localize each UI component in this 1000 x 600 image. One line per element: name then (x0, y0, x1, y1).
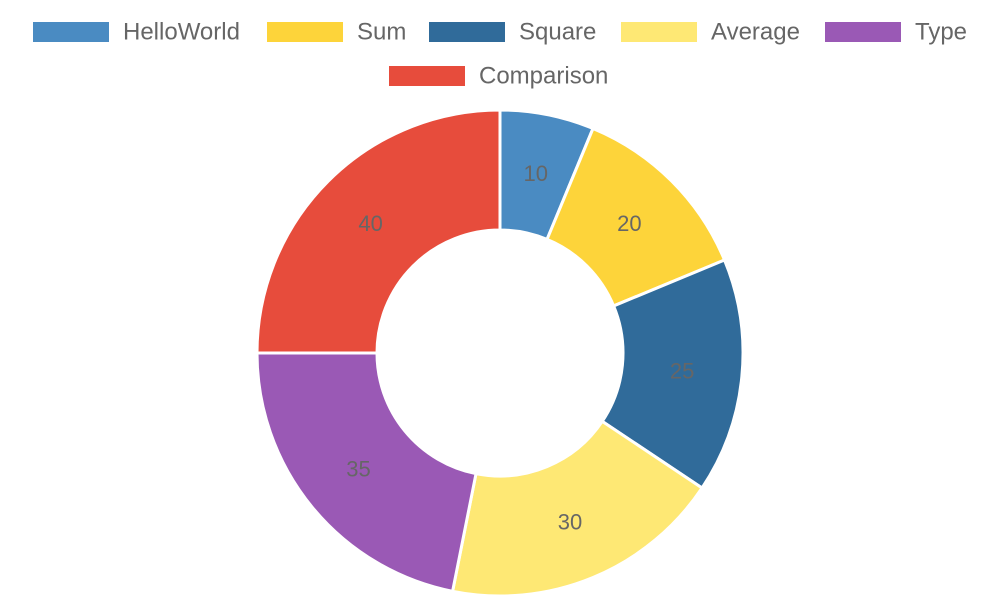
legend-swatch-helloworld (33, 22, 109, 42)
data-label-average: 30 (558, 510, 582, 535)
slice-type[interactable] (255, 351, 478, 593)
legend-label-type: Type (915, 19, 967, 46)
data-label-sum: 20 (617, 211, 641, 236)
data-label-comparison: 40 (358, 211, 382, 236)
legend: HelloWorld Sum Square Average Type Comparison (33, 19, 967, 90)
data-label-square: 25 (670, 358, 694, 383)
slice-average[interactable] (451, 419, 704, 598)
legend-label-square: Square (519, 19, 596, 46)
legend-swatch-sum (267, 22, 343, 42)
legend-swatch-average (621, 22, 697, 42)
legend-item-helloworld[interactable]: HelloWorld (33, 19, 240, 46)
legend-label-helloworld: HelloWorld (123, 19, 240, 46)
slices (255, 108, 745, 598)
legend-label-comparison: Comparison (479, 63, 608, 90)
data-labels: 10 20 25 30 35 40 (346, 161, 694, 535)
slice-comparison[interactable] (255, 108, 502, 355)
legend-swatch-square (429, 22, 505, 42)
legend-item-comparison[interactable]: Comparison (389, 63, 608, 90)
legend-item-average[interactable]: Average (621, 19, 800, 46)
legend-label-sum: Sum (357, 19, 406, 46)
legend-swatch-comparison (389, 66, 465, 86)
legend-item-sum[interactable]: Sum (267, 19, 406, 46)
legend-label-average: Average (711, 19, 800, 46)
legend-item-type[interactable]: Type (825, 19, 967, 46)
legend-item-square[interactable]: Square (429, 19, 596, 46)
data-label-type: 35 (346, 457, 370, 482)
data-label-helloworld: 10 (523, 161, 547, 186)
slice-square[interactable] (600, 258, 745, 490)
legend-swatch-type (825, 22, 901, 42)
